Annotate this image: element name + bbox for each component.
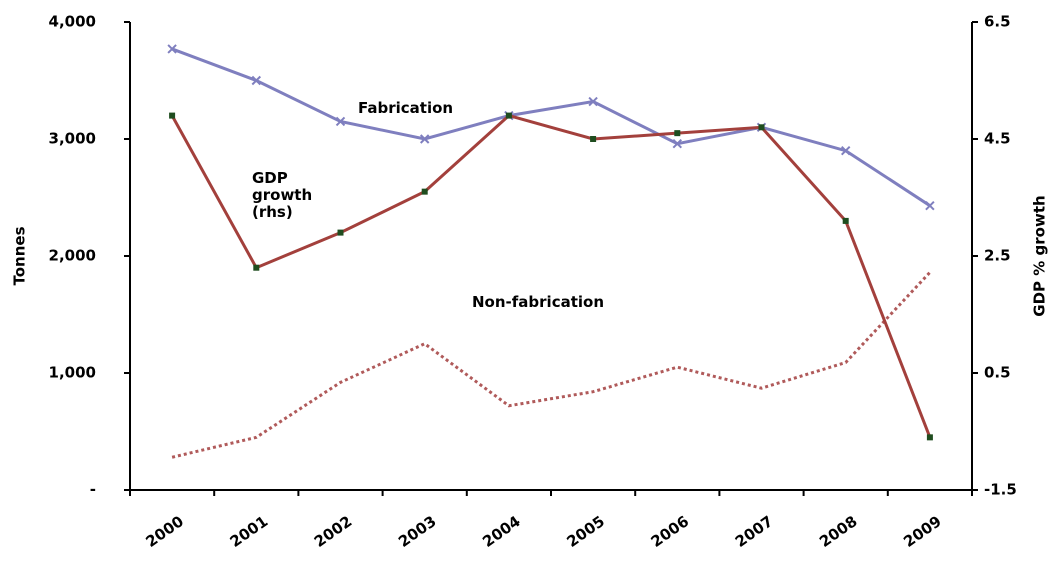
marker xyxy=(251,75,262,86)
series-line xyxy=(171,271,931,459)
x-tick-label: 2000 xyxy=(142,512,187,551)
x-tick-label: 2005 xyxy=(563,512,608,551)
x-tick-label: 2007 xyxy=(732,512,777,551)
series-label-text: Non-fabrication xyxy=(472,294,604,311)
marker xyxy=(672,138,683,149)
marker xyxy=(421,188,428,195)
y2-tick-label: -1.5 xyxy=(984,481,1017,499)
series-line xyxy=(170,113,932,438)
x-tick-label: 2004 xyxy=(479,512,524,551)
series-label: Fabrication xyxy=(358,100,454,117)
y-axis-label: Tonnes xyxy=(11,226,29,285)
marker xyxy=(169,112,176,119)
series-label-text: Fabrication xyxy=(358,100,454,117)
x-tick-label: 2008 xyxy=(816,512,861,551)
marker xyxy=(419,134,430,144)
marker xyxy=(925,200,935,211)
x-tick-label: 2009 xyxy=(900,512,945,551)
marker xyxy=(842,217,849,224)
series-label-text: GDP growth (rhs) xyxy=(252,170,313,221)
marker xyxy=(167,44,177,54)
series-label: Non-fabrication xyxy=(472,294,604,311)
x-tick-label: 2003 xyxy=(395,512,440,551)
marker xyxy=(758,124,765,131)
y2-tick-label: 4.5 xyxy=(984,130,1011,148)
y2-tick-label: 6.5 xyxy=(984,13,1011,31)
x-tick-label: 2001 xyxy=(227,512,272,551)
series-label: GDP growth (rhs) xyxy=(252,170,313,221)
marker xyxy=(926,434,933,441)
y-tick-label: - xyxy=(90,481,96,499)
marker xyxy=(674,130,681,137)
y-tick-label: 4,000 xyxy=(49,13,96,31)
x-tick-label: 2006 xyxy=(648,512,693,551)
marker xyxy=(588,96,598,107)
marker xyxy=(590,136,597,142)
y2-tick-label: 0.5 xyxy=(984,364,1011,382)
x-tick-label: 2002 xyxy=(311,512,356,551)
y2-tick-label: 2.5 xyxy=(984,247,1011,265)
y2-axis-label: GDP % growth xyxy=(1031,195,1049,316)
marker xyxy=(337,229,344,236)
series-line xyxy=(171,47,931,207)
y-tick-label: 1,000 xyxy=(49,364,96,382)
y-tick-label: 3,000 xyxy=(49,130,96,148)
y-tick-label: 2,000 xyxy=(49,247,96,265)
marker xyxy=(505,112,512,119)
marker xyxy=(840,145,851,156)
marker xyxy=(253,264,260,271)
marker xyxy=(335,116,346,127)
